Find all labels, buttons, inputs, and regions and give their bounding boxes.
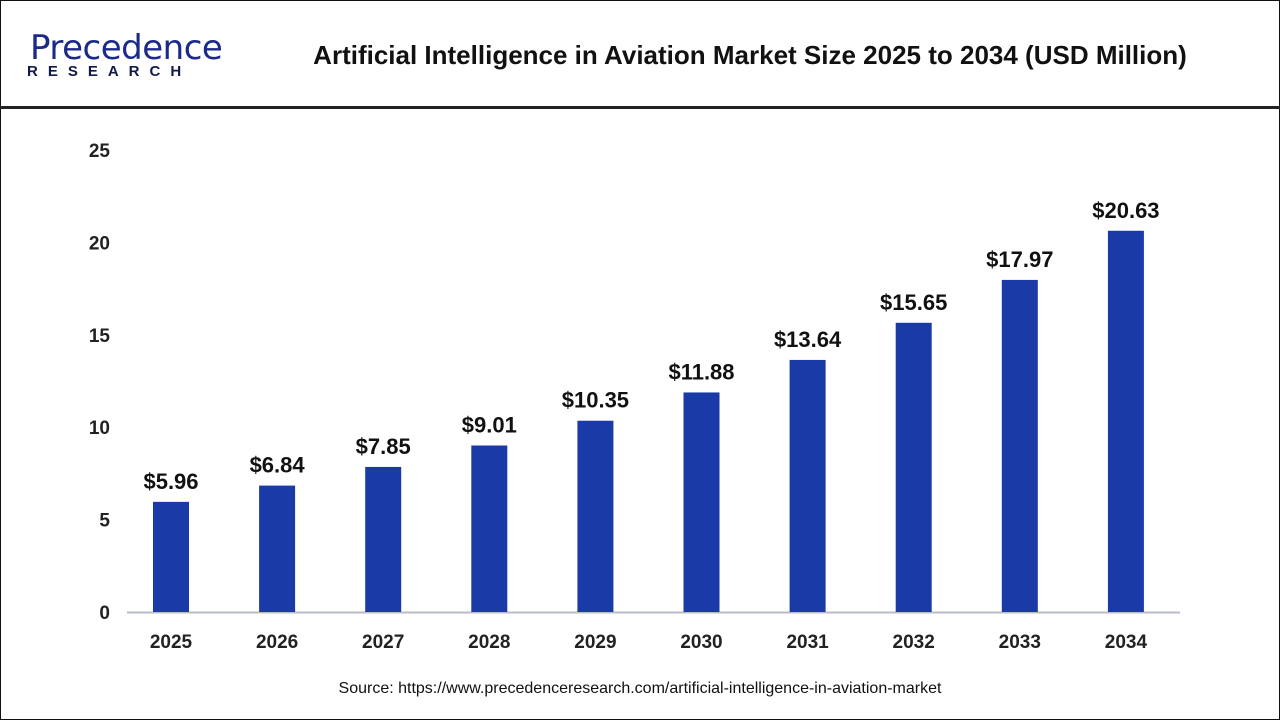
chart-title: Artificial Intelligence in Aviation Mark… <box>313 40 1187 70</box>
x-tick-label: 2029 <box>574 632 616 653</box>
data-label: $11.88 <box>668 359 734 384</box>
bar-2029 <box>577 420 614 612</box>
bar-2027 <box>365 466 402 612</box>
x-tick-label: 2028 <box>468 632 510 653</box>
bar-2026 <box>259 485 296 612</box>
data-label: $6.84 <box>250 453 306 478</box>
x-tick-label: 2031 <box>786 632 829 653</box>
y-tick-label: 5 <box>99 511 110 532</box>
bar-2030 <box>683 392 720 612</box>
data-label: $20.63 <box>1092 198 1159 223</box>
y-tick-label: 15 <box>89 326 111 347</box>
bar-2033 <box>1001 279 1038 612</box>
data-label: $17.97 <box>986 247 1053 272</box>
data-label: $13.64 <box>774 327 842 352</box>
x-tick-label: 2033 <box>999 632 1041 653</box>
precedence-research-logo: Precedence RESEARCH <box>24 28 223 83</box>
x-tick-label: 2025 <box>150 632 193 653</box>
x-tick-label: 2030 <box>680 632 722 653</box>
data-label: $15.65 <box>880 290 947 315</box>
logo-main-text: Precedence <box>30 28 223 68</box>
y-tick-label: 25 <box>89 141 111 162</box>
x-tick-label: 2027 <box>362 632 404 653</box>
bar-2031 <box>789 359 826 612</box>
bar-2025 <box>153 501 189 612</box>
x-tick-label: 2034 <box>1105 632 1148 653</box>
header-divider <box>0 106 1280 109</box>
data-label: $7.85 <box>356 434 411 459</box>
y-tick-label: 20 <box>89 233 110 254</box>
data-label: $10.35 <box>562 388 629 413</box>
y-tick-label: 0 <box>99 603 110 624</box>
y-tick-label: 10 <box>89 418 110 439</box>
bar-2028 <box>471 445 508 612</box>
x-tick-label: 2032 <box>893 632 935 653</box>
logo-sub-text: RESEARCH <box>27 63 192 80</box>
source-text: Source: https://www.precedenceresearch.c… <box>338 680 942 697</box>
data-label: $9.01 <box>462 412 517 437</box>
data-label: $5.96 <box>143 469 198 494</box>
bar-2034 <box>1107 230 1144 612</box>
x-tick-label: 2026 <box>256 632 298 653</box>
bar-2032 <box>895 322 932 612</box>
